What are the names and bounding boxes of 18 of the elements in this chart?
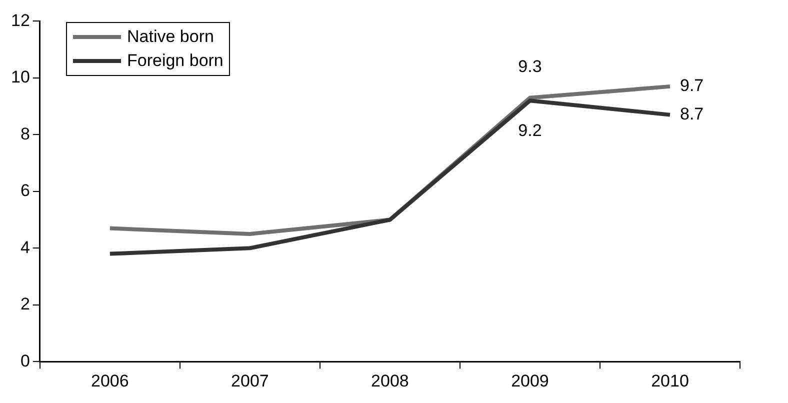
legend-label: Foreign born	[127, 51, 224, 71]
y-tick-label: 12	[10, 10, 30, 30]
x-tick-label: 2008	[371, 371, 409, 390]
y-tick-label: 2	[20, 294, 30, 314]
x-tick-label: 2010	[651, 371, 689, 390]
y-tick-label: 0	[20, 351, 30, 370]
legend-label: Native born	[127, 27, 214, 47]
data-label: 9.2	[518, 120, 542, 140]
y-tick-label: 6	[20, 181, 30, 200]
x-tick-label: 2009	[511, 371, 549, 390]
x-tick-label: 2006	[91, 371, 129, 390]
data-label: 9.7	[680, 76, 704, 96]
y-tick-label: 8	[20, 124, 30, 144]
x-tick-label: 2007	[231, 371, 269, 390]
y-tick-label: 10	[10, 68, 30, 87]
data-label: 8.7	[680, 104, 704, 124]
y-tick-label: 4	[20, 238, 30, 257]
data-label: 9.3	[518, 56, 542, 76]
